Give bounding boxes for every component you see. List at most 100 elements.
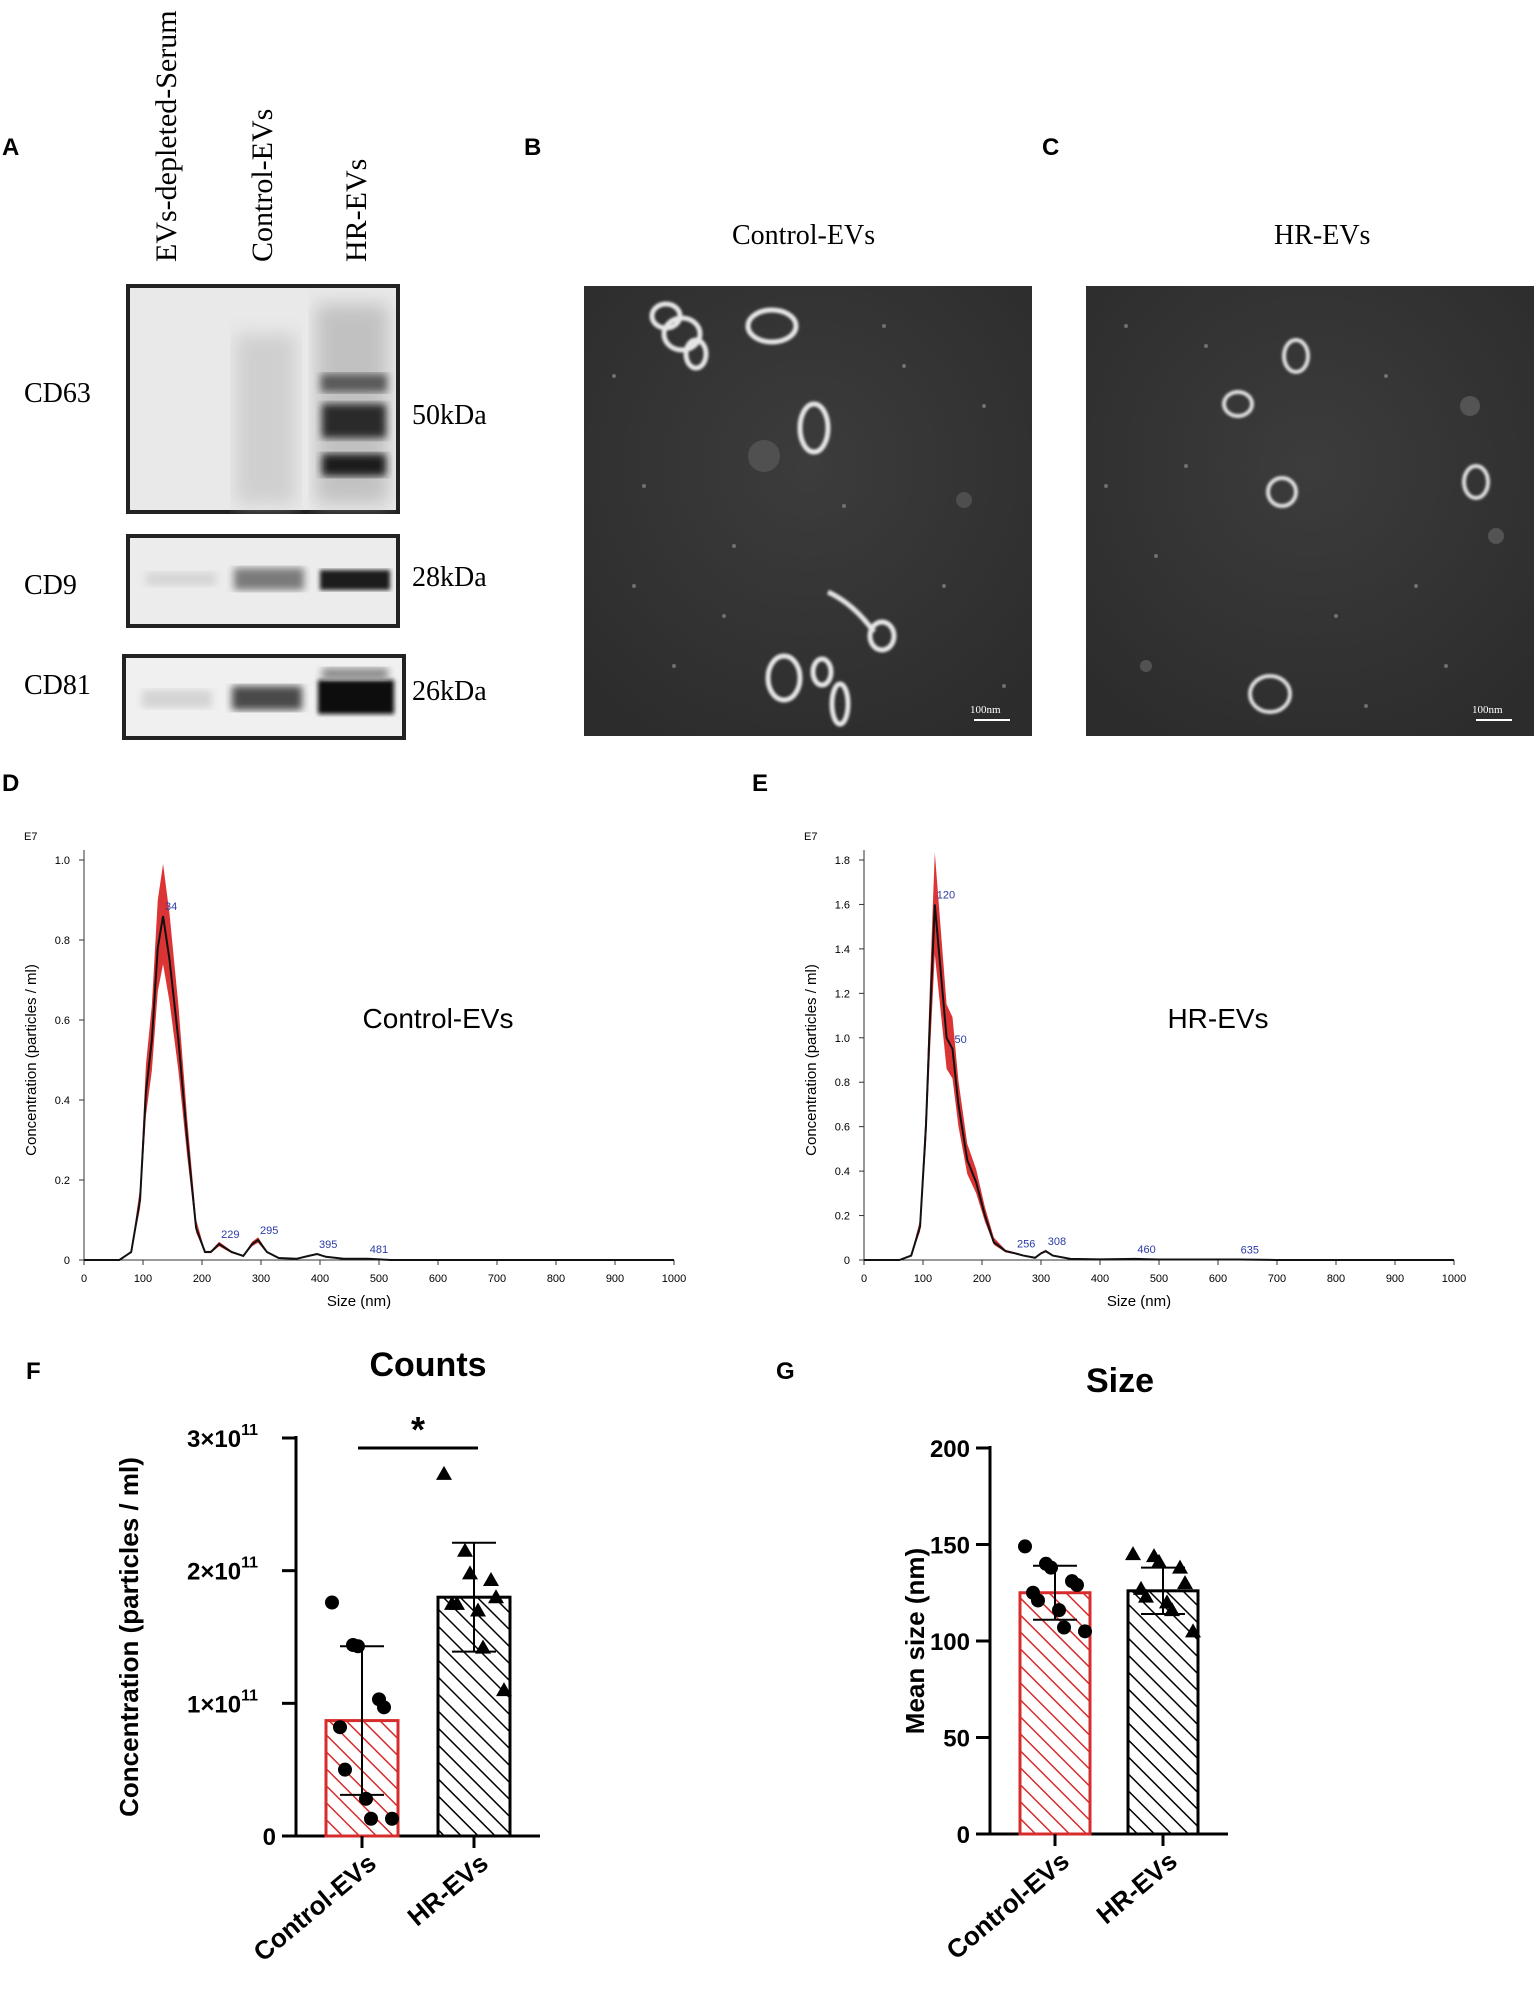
d-peak-label: 395 — [319, 1239, 337, 1251]
e-peak-label: 50 — [955, 1034, 967, 1046]
tem-vesicles-hr — [1086, 286, 1534, 736]
g-data-point — [1125, 1546, 1141, 1561]
e-xlabel: Size (nm) — [1107, 1293, 1171, 1310]
blot-protein-cd9: CD9 — [24, 570, 77, 601]
blot-protein-cd63: CD63 — [24, 378, 91, 409]
f-data-point — [385, 1811, 399, 1826]
e-xtick-label: 200 — [973, 1273, 991, 1285]
bar-chart-counts: Counts 0 1×1011 2×1011 3×1011 Concentration (… — [114, 1346, 540, 1968]
d-xtick-label: 0 — [81, 1273, 87, 1285]
f-ytick-label: 3×1011 — [187, 1422, 258, 1453]
e-xtick-label: 100 — [914, 1273, 932, 1285]
f-data-point — [470, 1602, 486, 1617]
g-ylabel: Mean size (nm) — [900, 1548, 930, 1734]
f-ytick-label: 0 — [263, 1824, 276, 1851]
e-ytick-label: 1.4 — [835, 944, 850, 956]
f-data-point — [449, 1595, 465, 1610]
d-xtick-label: 900 — [606, 1273, 624, 1285]
d-ytick-label: 0.4 — [55, 1095, 70, 1107]
d-ytick-label: 0.8 — [55, 935, 70, 947]
e-exponent-label: E7 — [804, 831, 817, 843]
f-ytick-label: 2×1011 — [187, 1555, 258, 1586]
g-data-point — [1044, 1560, 1058, 1575]
g-data-point — [1057, 1620, 1071, 1635]
lane-label-hr-evs: HR-EVs — [340, 158, 373, 262]
d-xtick-label: 300 — [252, 1273, 270, 1285]
f-ylabel: Concentration (particles / ml) — [114, 1457, 144, 1817]
e-xtick-label: 1000 — [1442, 1273, 1466, 1285]
f-data-point — [483, 1571, 499, 1586]
e-xtick-label: 900 — [1386, 1273, 1404, 1285]
d-peak-label: 295 — [260, 1225, 278, 1237]
panel-label-d: D — [2, 770, 20, 797]
f-data-point — [436, 1465, 452, 1480]
lane-label-control-evs: Control-EVs — [246, 108, 279, 262]
g-ytick-label: 100 — [930, 1629, 970, 1656]
e-xtick-label: 300 — [1032, 1273, 1050, 1285]
g-bar-hr — [1126, 1589, 1200, 1836]
tem-image-hr: 100nm — [1086, 286, 1534, 736]
e-ytick-label: 0.4 — [835, 1166, 850, 1178]
g-ytick-label: 50 — [943, 1726, 970, 1753]
f-ytick-exponent: 11 — [241, 1422, 258, 1439]
e-peak-label: 308 — [1048, 1236, 1066, 1248]
f-data-point — [333, 1720, 347, 1735]
f-data-point — [338, 1762, 352, 1777]
f-ytick-exponent: 11 — [241, 1687, 258, 1704]
e-xtick-label: 600 — [1209, 1273, 1227, 1285]
e-peak-label: 460 — [1137, 1244, 1155, 1256]
g-data-point — [1164, 1602, 1180, 1617]
e-peak-label: 256 — [1017, 1238, 1035, 1250]
tem-scale-control: 100nm — [970, 704, 1001, 716]
tem-image-control: 100nm — [584, 286, 1032, 736]
g-ytick-label: 0 — [957, 1822, 970, 1849]
d-ytick-label: 0.6 — [55, 1015, 70, 1027]
g-data-point — [1052, 1603, 1066, 1618]
nta-chart-control: E7 0 0.2 0.4 0.6 0.8 1.0 0 100 200 300 400 500 600 700… — [23, 831, 686, 1310]
g-data-point — [1172, 1559, 1188, 1574]
g-data-point — [1177, 1575, 1193, 1590]
e-ylabel: Concentration (particles / ml) — [803, 964, 820, 1156]
tem-scale-hr: 100nm — [1472, 704, 1503, 716]
e-ytick-label: 1.8 — [835, 855, 850, 867]
nta-chart-hr: E7 0 0.2 0.4 0.6 0.8 1.0 1.2 1.4 1.6 1.8 0 100 200 300… — [803, 831, 1466, 1310]
f-data-point — [462, 1565, 478, 1580]
e-xtick-label: 400 — [1091, 1273, 1109, 1285]
d-xtick-label: 1000 — [662, 1273, 686, 1285]
g-chart-title: Size — [1086, 1362, 1154, 1400]
d-xlabel: Size (nm) — [327, 1293, 391, 1310]
f-category-label: HR-EVs — [402, 1848, 494, 1932]
blot-cd63 — [126, 284, 400, 514]
e-mean-line — [864, 904, 1454, 1261]
g-data-point — [1031, 1593, 1045, 1608]
blot-size-50kda: 50kDa — [412, 400, 487, 431]
d-xtick-label: 400 — [311, 1273, 329, 1285]
e-ytick-label: 0 — [844, 1255, 850, 1267]
g-category-label: HR-EVs — [1091, 1846, 1183, 1930]
lane-label-evs-depleted-serum: EVs-depleted-Serum — [150, 10, 183, 262]
f-category-label: Control-EVs — [247, 1848, 381, 1968]
d-xtick-label: 600 — [429, 1273, 447, 1285]
e-chart-title: HR-EVs — [1167, 1003, 1268, 1034]
g-category-label: Control-EVs — [940, 1846, 1074, 1966]
d-xtick-label: 500 — [370, 1273, 388, 1285]
e-ytick-label: 1.6 — [835, 899, 850, 911]
panel-label-f: F — [26, 1358, 41, 1385]
bar-chart-size: Size 0 50 100 150 200 Mean size (nm) Control-EV… — [900, 1362, 1228, 1966]
f-data-point — [364, 1811, 378, 1826]
f-data-point — [488, 1589, 504, 1604]
e-ytick-label: 0.8 — [835, 1077, 850, 1089]
f-data-point — [457, 1542, 473, 1557]
d-chart-title: Control-EVs — [363, 1003, 514, 1034]
f-data-point — [351, 1639, 365, 1654]
d-xtick-label: 200 — [193, 1273, 211, 1285]
e-ytick-label: 1.0 — [835, 1033, 850, 1045]
e-peak-label: 120 — [937, 889, 955, 901]
f-data-point — [359, 1791, 373, 1806]
panel-label-g: G — [776, 1358, 795, 1385]
e-ytick-label: 0.6 — [835, 1122, 850, 1134]
d-peak-label: 34 — [165, 901, 177, 913]
f-data-point — [377, 1700, 391, 1715]
d-xtick-label: 800 — [547, 1273, 565, 1285]
d-ylabel: Concentration (particles / ml) — [23, 964, 40, 1156]
